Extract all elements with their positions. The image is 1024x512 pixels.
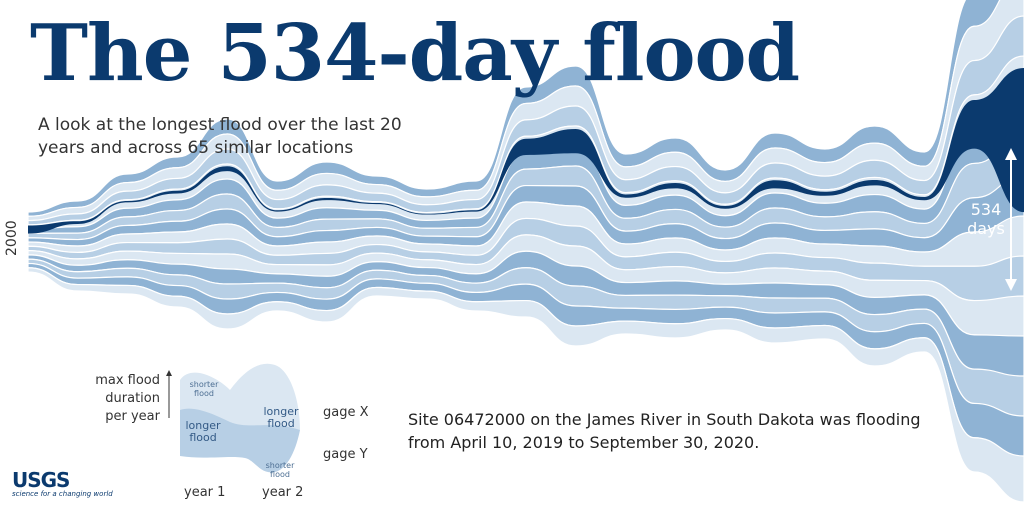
legend-shapes [166, 363, 300, 473]
days-annotation: 534 days [951, 200, 1021, 238]
usgs-logo: USGS science for a changing world [12, 468, 113, 498]
subtitle: A look at the longest flood over the las… [38, 115, 402, 158]
legend-shorter-flood-1: shorter flood [189, 380, 219, 398]
logo-wordmark: USGS [12, 468, 70, 492]
page-title: The 534-day flood [30, 8, 800, 99]
legend-gage-y-shape [180, 408, 300, 473]
year-start-label: 2000 [4, 220, 20, 256]
legend-gage-x: gage X [323, 405, 369, 420]
site-note: Site 06472000 on the James River in Sout… [408, 410, 921, 452]
legend-year-1: year 1 [184, 485, 226, 500]
legend-longer-flood-1: longer flood [185, 419, 221, 444]
legend-year-2: year 2 [262, 485, 304, 500]
legend-axis-label: max flood duration per year [78, 372, 160, 426]
legend-gage-y: gage Y [323, 447, 368, 462]
days-arrow [1005, 148, 1017, 291]
logo-tagline: science for a changing world [12, 490, 113, 498]
legend-axis-line-1: max flood [95, 373, 160, 388]
highlight-series-stream [28, 68, 1024, 234]
stream-bands [27, 0, 1024, 503]
legend-axis-line-3: per year [105, 409, 160, 424]
legend-axis-line-2: duration [105, 391, 160, 406]
days-unit: days [967, 219, 1005, 238]
legend-longer-flood-2: longer flood [263, 405, 299, 430]
legend-shorter-flood-2: shorter flood [265, 461, 295, 479]
days-value: 534 [970, 200, 1002, 219]
